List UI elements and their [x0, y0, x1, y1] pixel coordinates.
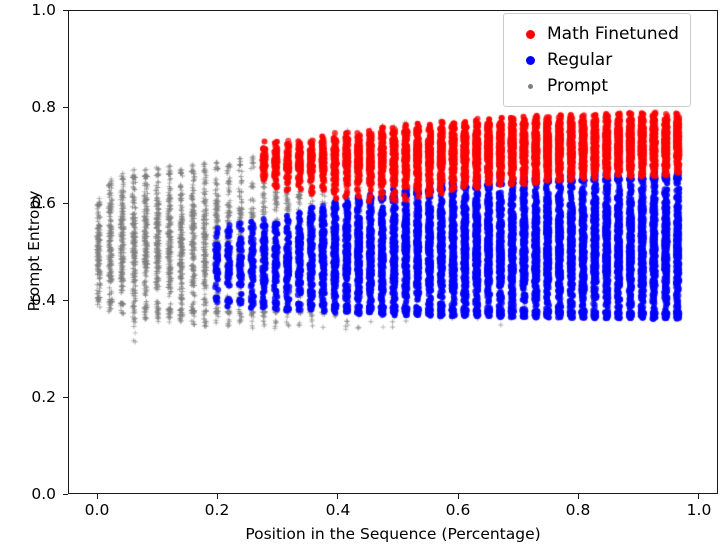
legend-item-math-finetuned: Math Finetuned: [513, 21, 679, 47]
x-tick-3: [458, 494, 460, 499]
x-tick-1: [217, 494, 219, 499]
x-ticklabel-5: 1.0: [686, 501, 712, 519]
legend-label-prompt: Prompt: [547, 76, 608, 96]
x-ticklabel-3: 0.6: [445, 501, 471, 519]
y-tick-0: [63, 494, 68, 496]
legend-marker-prompt-icon: [513, 83, 547, 89]
y-ticklabel-5: 1.0: [31, 1, 56, 19]
legend-box: Math Finetuned Regular Prompt: [503, 13, 691, 107]
y-ticklabel-3: 0.6: [31, 194, 56, 212]
legend-label-math-finetuned: Math Finetuned: [547, 24, 679, 44]
x-ticklabel-0: 0.0: [84, 501, 110, 519]
x-ticklabel-1: 0.2: [204, 501, 230, 519]
y-tick-4: [63, 107, 68, 109]
x-tick-2: [337, 494, 339, 499]
x-ticklabel-4: 0.8: [565, 501, 591, 519]
legend-item-prompt: Prompt: [513, 73, 679, 99]
x-ticklabel-2: 0.4: [325, 501, 351, 519]
y-axis-label: Prompt Entropy: [25, 190, 43, 312]
y-tick-5: [63, 10, 68, 12]
legend-marker-regular-icon: [513, 55, 547, 65]
legend-item-regular: Regular: [513, 47, 679, 73]
x-axis-label: Position in the Sequence (Percentage): [245, 525, 541, 543]
y-tick-2: [63, 300, 68, 302]
y-tick-3: [63, 203, 68, 205]
y-tick-1: [63, 397, 68, 399]
x-tick-4: [578, 494, 580, 499]
x-tick-5: [698, 494, 700, 499]
y-ticklabel-2: 0.4: [31, 291, 56, 309]
y-ticklabel-1: 0.2: [31, 388, 56, 406]
y-ticklabel-4: 0.8: [31, 98, 56, 116]
legend-marker-math-finetuned-icon: [513, 29, 547, 39]
y-ticklabel-0: 0.0: [31, 485, 56, 503]
x-tick-0: [97, 494, 99, 499]
legend-label-regular: Regular: [547, 50, 613, 70]
